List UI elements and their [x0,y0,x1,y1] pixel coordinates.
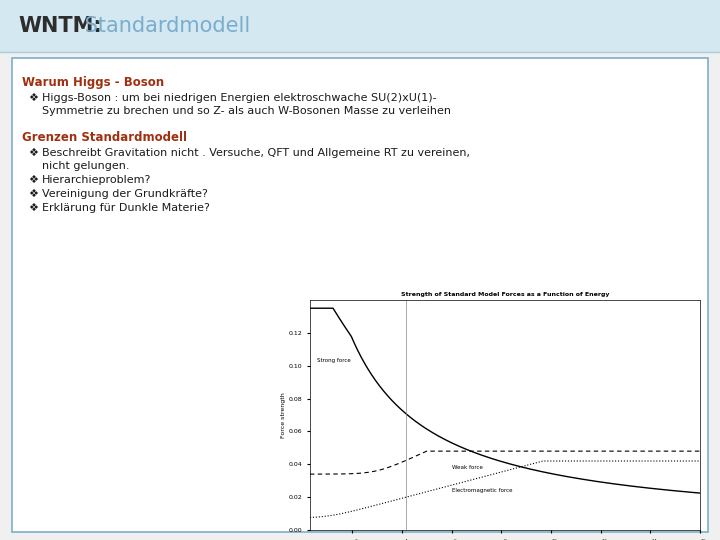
Text: ❖: ❖ [28,93,38,103]
Text: Warum Higgs - Boson: Warum Higgs - Boson [22,76,164,89]
Text: Beschreibt Gravitation nicht . Versuche, QFT und Allgemeine RT zu vereinen,: Beschreibt Gravitation nicht . Versuche,… [42,148,470,158]
Text: ❖: ❖ [28,148,38,158]
Text: Electromagnetic force: Electromagnetic force [451,488,512,493]
Text: Hierarchieproblem?: Hierarchieproblem? [42,175,151,185]
Text: Symmetrie zu brechen und so Z- als auch W-Bosonen Masse zu verleihen: Symmetrie zu brechen und so Z- als auch … [42,106,451,116]
Text: Vereinigung der Grundkräfte?: Vereinigung der Grundkräfte? [42,189,208,199]
Text: Weak force: Weak force [451,465,482,470]
Text: nicht gelungen.: nicht gelungen. [42,161,130,171]
Text: Erklärung für Dunkle Materie?: Erklärung für Dunkle Materie? [42,203,210,213]
Text: ❖: ❖ [28,203,38,213]
Text: WNTM:: WNTM: [18,16,102,36]
Text: Higgs-Boson : um bei niedrigen Energien elektroschwache SU(2)xU(1)-: Higgs-Boson : um bei niedrigen Energien … [42,93,436,103]
Y-axis label: Force strength: Force strength [281,392,286,438]
Text: Grenzen Standardmodell: Grenzen Standardmodell [22,131,187,144]
Title: Strength of Standard Model Forces as a Function of Energy: Strength of Standard Model Forces as a F… [401,292,609,297]
Text: ❖: ❖ [28,175,38,185]
Text: Standardmodell: Standardmodell [78,16,251,36]
Bar [0,0,720,52]
Bar [12,58,708,532]
Text: ❖: ❖ [28,189,38,199]
Text: Strong force: Strong force [318,358,351,363]
